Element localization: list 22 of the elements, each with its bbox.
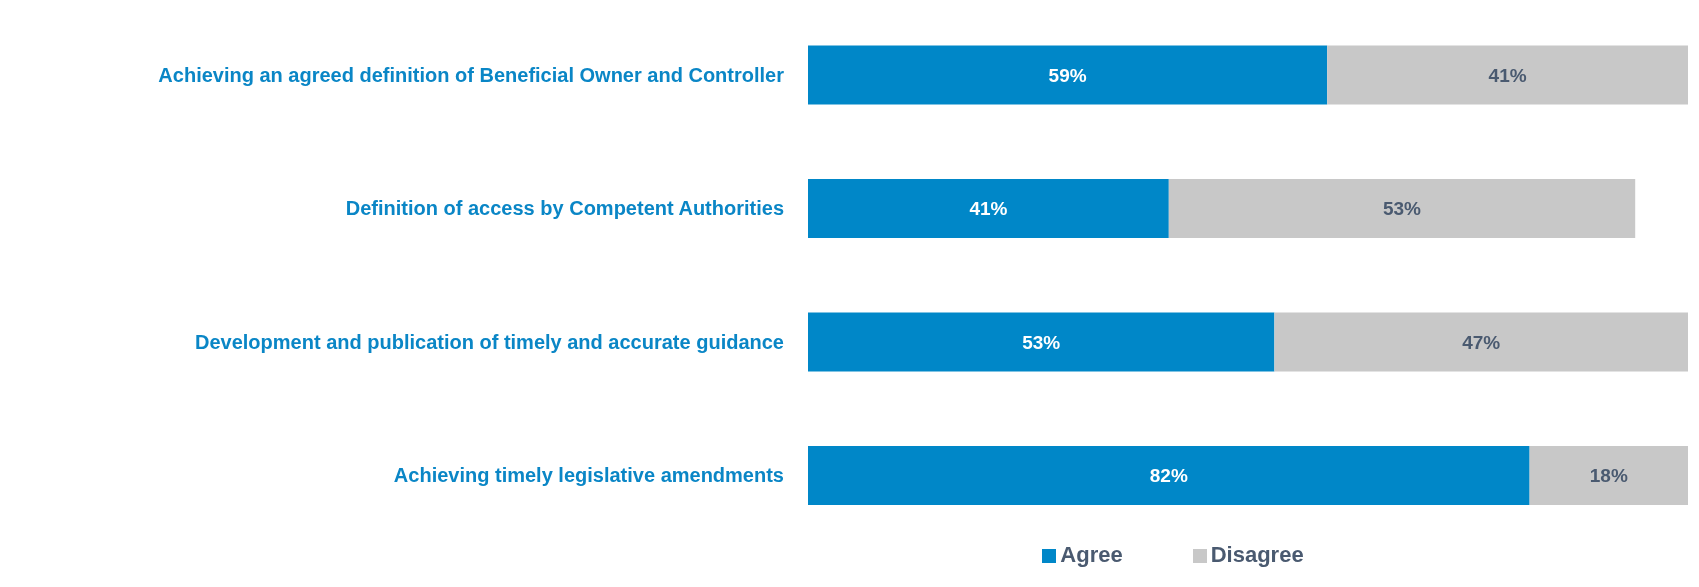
bar [1327, 45, 1688, 105]
bar [808, 45, 1328, 105]
y-tick-label: Achieving timely legislative amendments [393, 464, 784, 487]
bar [1529, 445, 1688, 505]
data-label: 41% [969, 198, 1008, 220]
bar [808, 312, 1275, 372]
y-tick-label: Development and publication of timely and accurate guidance [194, 330, 784, 353]
data-label: 18% [1589, 465, 1628, 487]
data-label: 59% [1048, 64, 1087, 86]
bar [808, 178, 1169, 238]
data-label: 82% [1149, 465, 1188, 487]
y-tick-label: Achieving an agreed definition of Beneficial Owner and Controller [158, 63, 785, 86]
data-label: 41% [1488, 64, 1527, 86]
legend-label: Agree [1060, 542, 1123, 567]
data-label: 53% [1022, 331, 1061, 353]
bar [808, 445, 1530, 505]
y-tick-label: Definition of access by Competent Authorities [345, 197, 784, 220]
bar [1168, 178, 1636, 238]
bar [1274, 312, 1688, 372]
data-label: 53% [1382, 198, 1422, 220]
legend-label: Disagree [1210, 542, 1304, 567]
data-label: 47% [1462, 331, 1501, 353]
